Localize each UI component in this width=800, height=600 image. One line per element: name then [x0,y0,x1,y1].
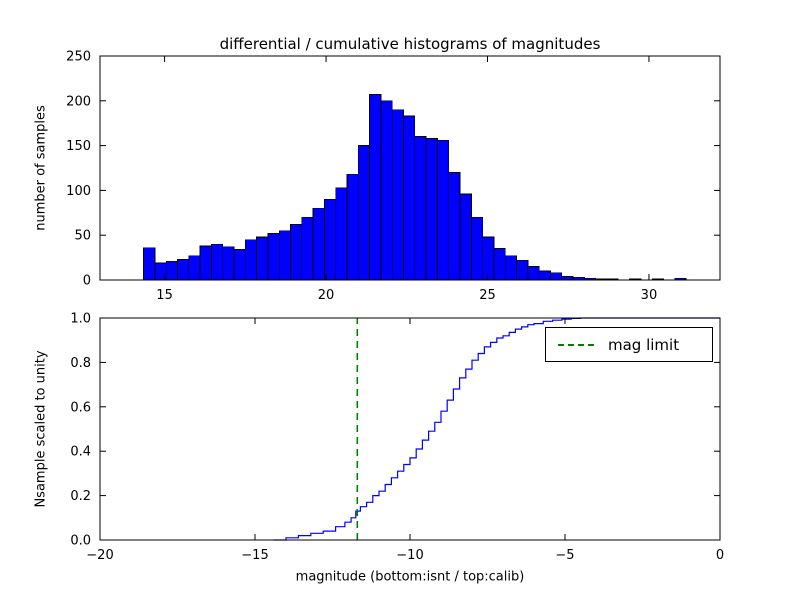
svg-text:0: 0 [83,274,91,289]
legend-label: mag limit [608,335,680,354]
mag-limit-dashed-line-icon [558,343,594,346]
svg-text:0.4: 0.4 [70,445,91,460]
svg-text:−20: −20 [86,548,113,563]
chart-title: differential / cumulative histograms of … [219,35,601,53]
legend-box: mag limit [545,327,713,362]
svg-text:150: 150 [66,139,91,154]
svg-text:1.0: 1.0 [70,312,91,327]
svg-text:−15: −15 [241,548,268,563]
svg-text:0.0: 0.0 [70,534,91,549]
svg-text:−10: −10 [396,548,423,563]
svg-text:0.2: 0.2 [70,489,91,504]
bottom-cumulative-plot: −20 −15 −10 −5 0 0.0 0.2 0.4 0.6 0.8 1.0 [70,312,724,564]
svg-text:25: 25 [479,288,496,303]
svg-text:−5: −5 [555,548,574,563]
svg-text:200: 200 [66,94,91,109]
svg-text:15: 15 [156,288,173,303]
svg-text:20: 20 [318,288,335,303]
svg-text:50: 50 [74,229,91,244]
svg-text:0.8: 0.8 [70,356,91,371]
svg-text:100: 100 [66,184,91,199]
svg-text:30: 30 [641,288,658,303]
svg-text:0.6: 0.6 [70,400,91,415]
svg-text:250: 250 [66,50,91,65]
svg-text:0: 0 [716,548,724,563]
x-axis-label: magnitude (bottom:isnt / top:calib) [295,569,525,585]
top-histogram-plot: 15 20 25 30 0 50 100 150 200 250 [66,50,721,303]
